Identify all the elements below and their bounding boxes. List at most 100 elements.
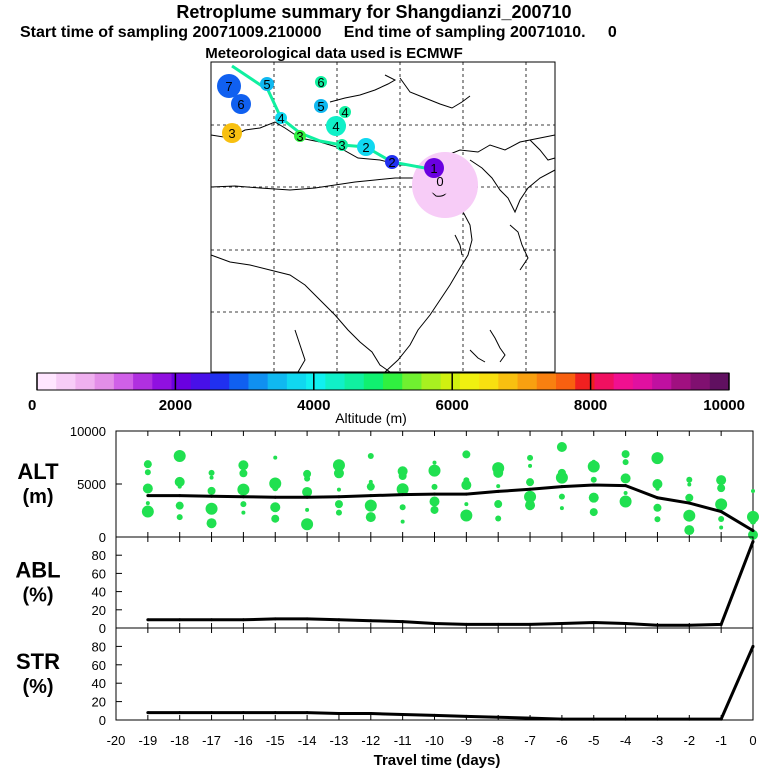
panel-label: ALT: [17, 459, 59, 484]
data-point: [369, 494, 373, 498]
data-point: [305, 711, 309, 715]
particle-point: [305, 507, 310, 512]
particle-point: [463, 477, 470, 484]
particle-point: [528, 463, 533, 468]
particle-point: [747, 510, 759, 523]
particle-point: [460, 509, 473, 522]
trajectory-marker-label: 1: [430, 161, 437, 176]
particle-point: [590, 476, 597, 483]
data-point: [178, 618, 182, 622]
particle-point: [716, 475, 727, 486]
colorbar-cell: [652, 373, 672, 390]
particle-point: [685, 493, 694, 502]
colorbar-cell: [56, 373, 76, 390]
colorbar-tick-label: 2000: [159, 397, 192, 414]
particle-point: [524, 490, 537, 503]
panel-y-tick-label: 60: [92, 566, 106, 581]
particle-point: [556, 442, 567, 453]
panel-y-tick-label: 10000: [70, 424, 106, 439]
data-point: [337, 712, 341, 716]
colorbar-cell: [248, 373, 269, 390]
trajectory-marker: [294, 130, 306, 142]
particle-point: [145, 501, 150, 506]
particle-point: [142, 483, 153, 494]
data-point: [146, 711, 150, 715]
colorbar-cell: [690, 373, 711, 390]
x-tick-label: -2: [684, 733, 696, 748]
data-point: [592, 621, 596, 625]
particle-point: [684, 525, 695, 536]
data-point: [401, 620, 405, 624]
panel-y-tick-label: 20: [92, 695, 106, 710]
trajectory-marker-label: 6: [237, 97, 244, 112]
particle-point: [495, 515, 502, 522]
data-point: [210, 494, 214, 498]
trajectory-marker-label: 7: [225, 79, 232, 94]
data-point: [464, 622, 468, 626]
colorbar-cell: [613, 373, 634, 390]
panel-unit: (%): [22, 585, 53, 607]
colorbar-cell: [517, 373, 538, 390]
particle-point: [173, 450, 186, 463]
colorbar-label: Altitude (m): [335, 410, 407, 426]
panel-label: ABL: [15, 558, 60, 583]
data-point: [655, 717, 659, 721]
particle-point: [430, 505, 439, 514]
data-point: [655, 496, 659, 500]
data-point: [496, 489, 500, 493]
data-point: [273, 495, 277, 499]
data-point: [273, 711, 277, 715]
x-tick-label: -12: [361, 733, 380, 748]
data-point: [592, 483, 596, 487]
particle-point: [559, 506, 564, 511]
panel-y-tick-label: 80: [92, 548, 106, 563]
panel-y-tick-label: 0: [99, 621, 106, 636]
data-point: [401, 712, 405, 716]
particle-point: [496, 484, 501, 489]
colorbar-cell: [171, 373, 192, 390]
map-frame: [210, 61, 556, 373]
data-point: [337, 618, 341, 622]
colorbar-tick-label: 4000: [297, 397, 330, 414]
altitude-colorbar: 0 2000 4000 6000 8000 10000: [28, 372, 745, 414]
panel-y-tick-label: 80: [92, 639, 106, 654]
colorbar-cell: [575, 373, 595, 390]
colorbar-cell: [267, 373, 288, 390]
data-point: [687, 717, 691, 721]
particle-point: [270, 502, 281, 513]
panel-y-tick-label: 60: [92, 658, 106, 673]
trajectory-marker: [339, 106, 351, 118]
colorbar-tick-label: 10000: [703, 397, 745, 414]
data-point: [496, 622, 500, 626]
particle-point: [527, 454, 534, 461]
data-point: [401, 493, 405, 497]
particle-point: [591, 459, 596, 464]
trajectory-marker: [275, 112, 287, 124]
particle-point: [494, 500, 503, 509]
colorbar-cell: [344, 373, 365, 390]
data-point: [241, 618, 245, 622]
trajectory-marker: [385, 155, 399, 169]
particle-point: [687, 482, 692, 487]
particle-point: [273, 455, 278, 460]
data-point: [369, 619, 373, 623]
data-point: [241, 711, 245, 715]
panel-label: STR: [16, 649, 60, 674]
colorbar-cell: [459, 373, 480, 390]
particle-point: [622, 459, 629, 466]
x-tick-label: -18: [170, 733, 189, 748]
particle-point: [526, 478, 535, 487]
particle-point: [558, 493, 565, 500]
panel-y-tick-label: 0: [99, 530, 106, 545]
end-time-label: End time of sampling 20071010. 0: [343, 24, 617, 41]
chart-title: Retroplume summary for Shangdianzi_20071…: [176, 2, 572, 22]
particle-point: [461, 480, 472, 491]
x-tick-label: -13: [330, 733, 349, 748]
x-tick-label: -20: [107, 733, 126, 748]
trajectory-line: [231, 64, 441, 183]
particle-point: [208, 469, 215, 476]
data-point: [210, 711, 214, 715]
data-point: [751, 540, 755, 544]
particle-point: [432, 460, 437, 465]
